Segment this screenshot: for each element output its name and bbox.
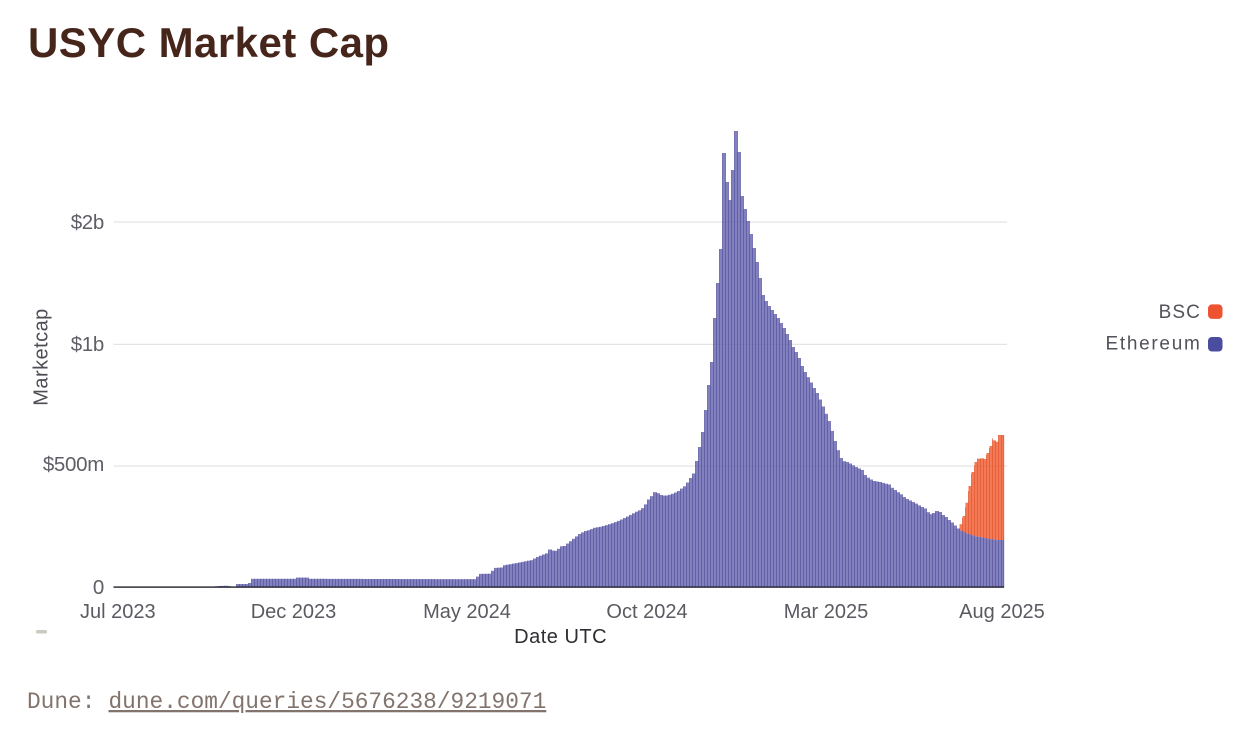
svg-text:Date UTC: Date UTC bbox=[514, 626, 607, 648]
svg-text:Aug 2025: Aug 2025 bbox=[959, 601, 1045, 623]
svg-text:Jul 2023: Jul 2023 bbox=[80, 601, 156, 623]
svg-text:May 2024: May 2024 bbox=[423, 601, 511, 623]
svg-text:$1b: $1b bbox=[71, 333, 104, 356]
svg-text:Oct 2024: Oct 2024 bbox=[606, 601, 687, 623]
svg-text:Dune:: Dune: bbox=[27, 689, 109, 715]
svg-text:$2b: $2b bbox=[71, 211, 104, 234]
svg-text:Mar 2025: Mar 2025 bbox=[784, 601, 869, 623]
svg-text:dune.com/queries/5676238/92190: dune.com/queries/5676238/9219071 bbox=[109, 689, 547, 715]
svg-text:0: 0 bbox=[93, 576, 104, 599]
svg-text:Marketcap: Marketcap bbox=[31, 308, 53, 405]
svg-text:Dec 2023: Dec 2023 bbox=[251, 601, 337, 623]
svg-text:USYC Market Cap: USYC Market Cap bbox=[28, 19, 390, 66]
svg-text:$500m: $500m bbox=[43, 453, 104, 476]
svg-text:Ethereum: Ethereum bbox=[1106, 334, 1202, 355]
svg-text:BSC: BSC bbox=[1159, 302, 1201, 323]
